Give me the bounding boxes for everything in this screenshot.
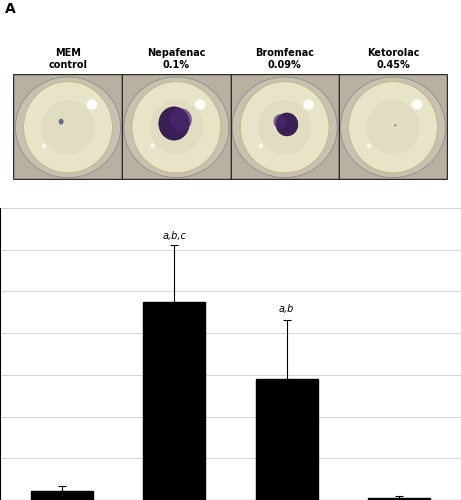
Ellipse shape — [150, 144, 154, 148]
Ellipse shape — [195, 100, 206, 110]
Ellipse shape — [170, 108, 192, 131]
Ellipse shape — [132, 82, 221, 173]
Text: a,b: a,b — [279, 304, 295, 314]
FancyBboxPatch shape — [14, 76, 447, 179]
Ellipse shape — [258, 100, 311, 154]
Ellipse shape — [273, 114, 287, 129]
Bar — [31, 491, 93, 500]
Ellipse shape — [259, 144, 263, 148]
Text: Nepafenac
0.1%: Nepafenac 0.1% — [147, 48, 206, 70]
Bar — [143, 302, 205, 500]
Ellipse shape — [41, 100, 95, 154]
Ellipse shape — [16, 77, 120, 178]
Ellipse shape — [395, 124, 396, 126]
FancyBboxPatch shape — [122, 76, 230, 179]
Ellipse shape — [42, 144, 47, 148]
Text: A: A — [5, 2, 15, 16]
Ellipse shape — [124, 77, 229, 178]
Ellipse shape — [232, 77, 337, 178]
FancyBboxPatch shape — [14, 76, 122, 179]
Text: MEM
control: MEM control — [48, 48, 88, 70]
Bar — [368, 498, 430, 500]
Ellipse shape — [367, 144, 372, 148]
Text: a,b,c: a,b,c — [162, 231, 186, 241]
Ellipse shape — [59, 119, 63, 124]
Bar — [256, 379, 318, 500]
Ellipse shape — [159, 107, 189, 140]
FancyBboxPatch shape — [230, 76, 339, 179]
Ellipse shape — [240, 82, 329, 173]
Ellipse shape — [24, 82, 112, 173]
Ellipse shape — [349, 82, 437, 173]
FancyBboxPatch shape — [339, 76, 447, 179]
Ellipse shape — [366, 100, 420, 154]
Text: Bromfenac
0.09%: Bromfenac 0.09% — [255, 48, 314, 70]
Ellipse shape — [411, 100, 422, 110]
Ellipse shape — [150, 100, 203, 154]
Text: Ketorolac
0.45%: Ketorolac 0.45% — [367, 48, 419, 70]
Ellipse shape — [276, 113, 298, 136]
Ellipse shape — [86, 100, 97, 110]
Ellipse shape — [341, 77, 445, 178]
Ellipse shape — [303, 100, 314, 110]
